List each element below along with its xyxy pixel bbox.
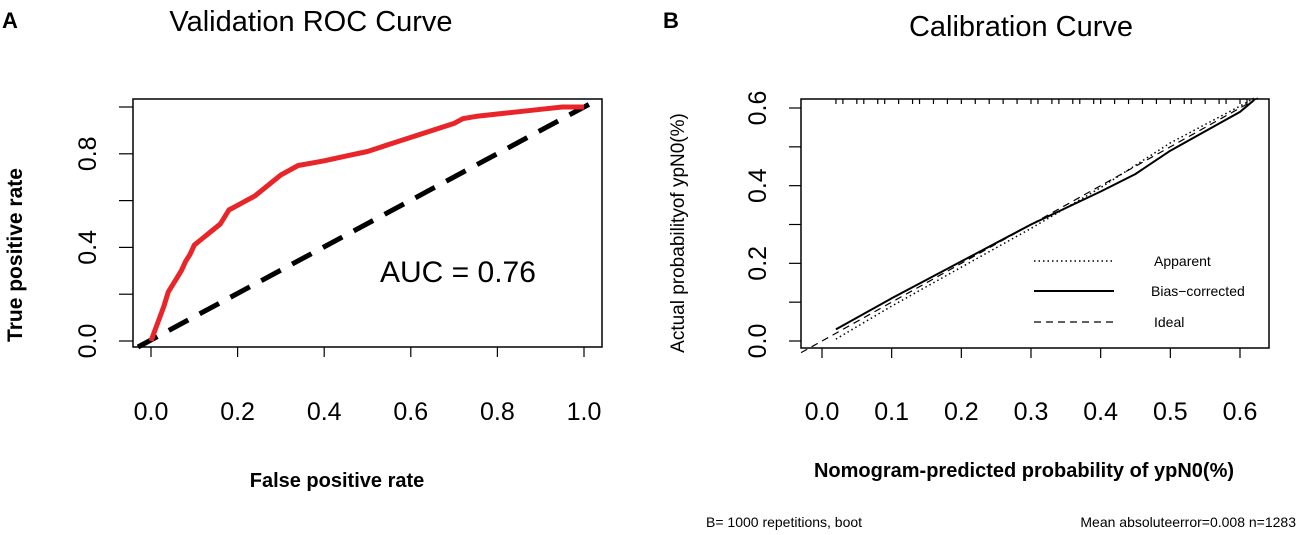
roc-y-ticks: 0.0 0.4 0.8 (74, 106, 133, 359)
roc-title: Validation ROC Curve (169, 6, 452, 38)
roc-plot-frame (132, 98, 603, 348)
panel-a: A Validation ROC Curve 0.0 0.2 0.4 0.6 0.8 1.… (2, 6, 603, 492)
calibration-plot-frame (800, 98, 1270, 349)
calibration-y-label: Actual probabilityof ypN0(%) (668, 113, 689, 353)
calibration-y-ticks: 0.0 0.2 0.4 0.6 (744, 91, 801, 359)
calibration-rug (835, 99, 1248, 104)
calibration-y-tick-label: 0.0 (744, 324, 772, 359)
roc-curve (148, 104, 584, 342)
roc-x-tick-label: 0.4 (307, 398, 342, 426)
calibration-x-tick-label: 0.2 (944, 398, 979, 426)
roc-y-tick-label: 0.8 (74, 136, 102, 171)
calibration-x-tick-label: 0.1 (874, 398, 909, 426)
roc-x-tick-label: 0.8 (480, 398, 515, 426)
roc-x-tick-label: 0.2 (220, 398, 255, 426)
calibration-legend: Apparent Bias−corrected Ideal (1034, 253, 1245, 330)
panel-a-letter: A (2, 8, 18, 33)
calibration-x-tick-label: 0.5 (1153, 398, 1188, 426)
panel-b-letter: B (663, 8, 679, 33)
calibration-x-tick-label: 0.3 (1014, 398, 1049, 426)
legend-ideal-label: Ideal (1154, 314, 1184, 330)
calibration-x-label: Nomogram-predicted probability of ypN0(%… (814, 460, 1234, 482)
calibration-y-tick-label: 0.6 (744, 91, 772, 126)
roc-x-ticks: 0.0 0.2 0.4 0.6 0.8 1.0 (134, 347, 602, 426)
calibration-bias-corrected-line (835, 99, 1255, 331)
calibration-x-tick-label: 0.6 (1223, 398, 1258, 426)
roc-x-tick-label: 0.0 (134, 398, 169, 426)
calibration-title: Calibration Curve (909, 11, 1133, 43)
calibration-x-ticks: 0.0 0.1 0.2 0.3 0.4 0.5 0.6 (805, 348, 1258, 426)
calibration-ideal-line (800, 95, 1262, 354)
calibration-y-tick-label: 0.4 (744, 168, 772, 203)
roc-chance-line (136, 96, 601, 350)
roc-y-tick-label: 0.0 (74, 324, 102, 359)
roc-x-label: False positive rate (250, 470, 425, 492)
panel-b: B Calibration Curve 0.0 0.1 0.2 0.3 0.4 0.5 0.… (663, 8, 1296, 530)
calibration-x-tick-label: 0.4 (1083, 398, 1118, 426)
roc-x-tick-label: 0.6 (393, 398, 428, 426)
roc-auc-annotation: AUC = 0.76 (380, 256, 536, 289)
legend-bias-corrected-label: Bias−corrected (1151, 283, 1245, 299)
roc-x-tick-label: 1.0 (567, 398, 602, 426)
roc-y-label: True positive rate (4, 168, 27, 342)
calibration-footer-left: B= 1000 repetitions, boot (706, 514, 862, 530)
calibration-footer-right: Mean absoluteerror=0.008 n=1283 (1080, 514, 1296, 530)
roc-y-tick-label: 0.4 (74, 230, 102, 265)
calibration-y-tick-label: 0.2 (744, 246, 772, 281)
calibration-x-tick-label: 0.0 (805, 398, 840, 426)
legend-apparent-label: Apparent (1154, 253, 1211, 269)
